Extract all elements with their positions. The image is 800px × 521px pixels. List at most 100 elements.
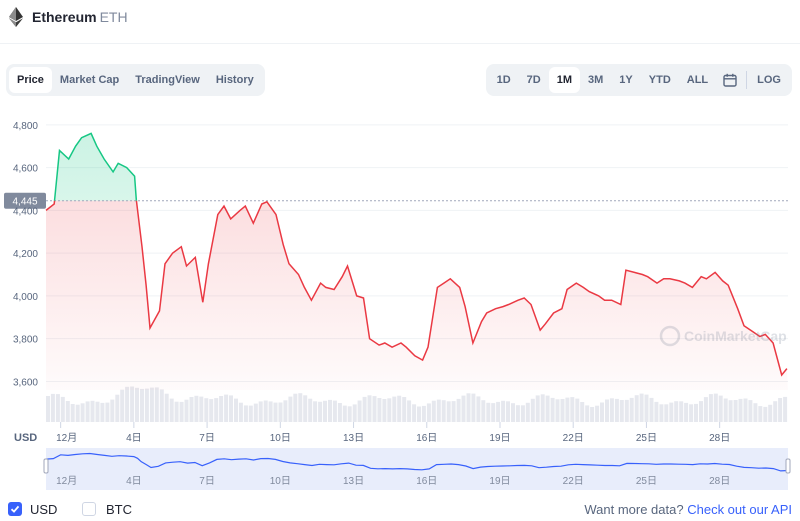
volume-bar (362, 396, 367, 422)
volume-bar (624, 399, 629, 422)
volume-bar (392, 396, 397, 422)
volume-bar (352, 404, 357, 422)
y-tick-label: 4,000 (13, 292, 38, 303)
log-scale-toggle[interactable]: LOG (757, 74, 781, 86)
x-axis-labels: 12月 4日 7日 10日 13日 16日 19日 22日 25日 28日 (56, 422, 730, 444)
volume-bar (525, 402, 530, 422)
volume-bar (110, 399, 115, 422)
volume-bar (174, 401, 179, 422)
tab-tradingview[interactable]: TradingView (135, 74, 200, 86)
range-1m[interactable]: 1M (548, 67, 581, 93)
price-fill-down (46, 200, 788, 390)
price-line-down (45, 200, 788, 377)
volume-bar (629, 397, 634, 422)
volume-bar (446, 401, 451, 422)
watermark-text: CoinMarketCap (684, 328, 787, 344)
volume-bar (135, 387, 139, 422)
range-1y[interactable]: 1Y (619, 74, 633, 86)
y-tick-label: 3,800 (13, 335, 38, 346)
usd-checkbox[interactable] (8, 502, 22, 516)
navigator-tick-label: 16日 (416, 476, 437, 487)
tab-market-cap[interactable]: Market Cap (59, 74, 120, 86)
volume-bar (209, 399, 214, 422)
volume-bar (318, 401, 323, 422)
volume-bar (85, 401, 90, 422)
volume-bar (70, 404, 75, 422)
x-tick-label: 22日 (563, 433, 584, 444)
navigator-handle-left[interactable] (43, 458, 49, 474)
volume-bar (679, 401, 684, 422)
volume-bar (733, 400, 738, 422)
range-ytd[interactable]: YTD (648, 74, 671, 86)
volume-bar (332, 400, 337, 422)
x-tick-label: 13日 (343, 433, 364, 444)
volume-bar (421, 405, 426, 422)
volume-bar (229, 395, 233, 422)
volume-bar (506, 401, 510, 422)
volume-bar (511, 403, 515, 422)
volume-bar (55, 394, 60, 422)
x-tick-label: 25日 (636, 433, 657, 444)
volume-bar (224, 394, 229, 422)
volume-bar (486, 402, 491, 422)
volume-bar (347, 406, 352, 422)
range-7d[interactable]: 7D (526, 74, 541, 86)
tab-price[interactable]: Price (9, 67, 52, 93)
range-1d[interactable]: 1D (496, 74, 511, 86)
volume-bar (699, 401, 703, 422)
volume-bar (75, 404, 80, 422)
tab-history[interactable]: History (215, 74, 254, 86)
navigator-tick-label: 28日 (709, 476, 730, 487)
volume-bar (417, 406, 421, 422)
volume-bar (540, 394, 545, 422)
btc-checkbox[interactable] (82, 502, 96, 516)
volume-bar (258, 401, 263, 422)
volume-bar (367, 395, 372, 422)
volume-bar (773, 401, 778, 422)
y-tick-label: 4,200 (13, 249, 38, 260)
volume-bar (471, 393, 476, 422)
volume-bar (708, 394, 713, 422)
chart-type-tabs: Price Market Cap TradingView History (6, 64, 265, 96)
y-tick-label: 4,400 (13, 206, 38, 217)
volume-bar (560, 399, 565, 422)
navigator-axis-labels: 12月 4日 7日 10日 13日 16日 19日 22日 25日 28日 (56, 475, 730, 487)
reference-price-label: 4,445 (12, 197, 37, 208)
range-all[interactable]: ALL (686, 74, 709, 86)
volume-bar (728, 400, 733, 422)
volume-bar (154, 387, 159, 422)
volume-bar (402, 397, 407, 422)
footer-row: USD BTC Want more data? Check out our AP… (0, 500, 800, 521)
volume-bar (491, 403, 496, 422)
volume-bar (328, 399, 332, 422)
navigator-tick-label: 12月 (56, 475, 77, 487)
volume-bar (278, 402, 283, 422)
navigator-handle-right[interactable] (785, 458, 791, 474)
range-navigator[interactable]: 12月 4日 7日 10日 13日 16日 19日 22日 25日 28日 (43, 448, 791, 490)
volume-bar (130, 386, 135, 422)
volume-bar (194, 395, 199, 422)
volume-bar (248, 405, 253, 422)
volume-bar (748, 400, 753, 422)
volume-bar (763, 406, 768, 422)
volume-bar (758, 406, 763, 422)
volume-bar (451, 401, 456, 422)
api-link[interactable]: Check out our API (687, 502, 792, 517)
calendar-button[interactable] (716, 67, 744, 93)
volume-bar (234, 398, 238, 422)
volume-bar (377, 398, 382, 422)
volume-bar (382, 399, 387, 422)
volume-bar (550, 397, 555, 422)
volume-bar (609, 398, 614, 422)
range-3m[interactable]: 3M (588, 74, 604, 86)
volume-bar (263, 400, 268, 422)
volume-bar (313, 401, 318, 422)
volume-bar (60, 396, 65, 422)
volume-bar (649, 397, 654, 422)
volume-bar (545, 395, 550, 422)
navigator-tick-label: 19日 (489, 476, 510, 487)
coinmarketcap-logo-icon (659, 325, 681, 347)
volume-bar (600, 402, 604, 422)
price-chart[interactable]: 4,445 3,600 3,800 4,000 4,200 4,400 4,600 4,80… (0, 100, 800, 498)
volume-bar (595, 405, 600, 422)
